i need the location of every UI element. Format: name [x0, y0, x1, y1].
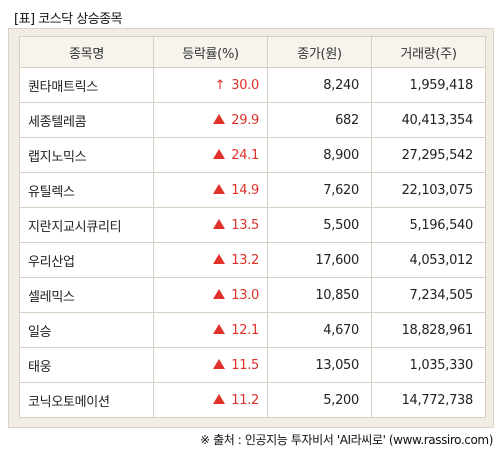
change-rate-cell: 13.2: [153, 242, 268, 278]
up-triangle-icon: [213, 113, 226, 124]
change-rate-cell: 14.9: [153, 172, 268, 208]
up-triangle-icon: [213, 358, 226, 369]
change-rate-value: 11.5: [231, 357, 259, 373]
change-rate-cell: ↑ 30.0: [153, 67, 268, 103]
stock-name: 세종텔레콤: [19, 102, 154, 138]
trading-volume: 27,295,542: [371, 137, 486, 173]
table-row: 유틸렉스 14.9 7,620 22,103,075: [19, 172, 486, 208]
table-header-row: 종목명 등락률(%) 종가(원) 거래량(주): [19, 36, 486, 68]
table-row: 코닉오토메이션 11.2 5,200 14,772,738: [19, 382, 486, 418]
table-row: 일승 12.1 4,670 18,828,961: [19, 312, 486, 348]
table-row: 셀레믹스 13.0 10,850 7,234,505: [19, 277, 486, 313]
closing-price: 13,050: [267, 347, 372, 383]
closing-price: 8,240: [267, 67, 372, 103]
table-row: 퀀타매트릭스 ↑ 30.0 8,240 1,959,418: [19, 67, 486, 103]
change-rate-value: 24.1: [231, 147, 259, 163]
closing-price: 10,850: [267, 277, 372, 313]
table-row: 랩지노믹스 24.1 8,900 27,295,542: [19, 137, 486, 173]
table-row: 세종텔레콤 29.9 682 40,413,354: [19, 102, 486, 138]
closing-price: 682: [267, 102, 372, 138]
stock-name: 지란지교시큐리티: [19, 207, 154, 243]
up-arrow-icon: ↑: [214, 77, 226, 93]
table-row: 지란지교시큐리티 13.5 5,500 5,196,540: [19, 207, 486, 243]
change-rate-cell: 12.1: [153, 312, 268, 348]
change-rate-cell: 13.5: [153, 207, 268, 243]
change-rate-cell: 13.0: [153, 277, 268, 313]
change-rate-value: 12.1: [231, 322, 259, 338]
change-rate-value: 13.0: [231, 287, 259, 303]
change-rate-value: 30.0: [231, 77, 259, 93]
table-row: 우리산업 13.2 17,600 4,053,012: [19, 242, 486, 278]
change-rate-cell: 11.5: [153, 347, 268, 383]
trading-volume: 40,413,354: [371, 102, 486, 138]
table-row: 태웅 11.5 13,050 1,035,330: [19, 347, 486, 383]
stock-name: 유틸렉스: [19, 172, 154, 208]
closing-price: 8,900: [267, 137, 372, 173]
up-triangle-icon: [213, 253, 226, 264]
change-rate-value: 14.9: [231, 182, 259, 198]
stock-name: 일승: [19, 312, 154, 348]
trading-volume: 4,053,012: [371, 242, 486, 278]
up-triangle-icon: [213, 218, 226, 229]
column-header-volume: 거래량(주): [371, 36, 486, 68]
column-header-rate: 등락률(%): [153, 36, 268, 68]
up-triangle-icon: [213, 183, 226, 194]
closing-price: 17,600: [267, 242, 372, 278]
closing-price: 5,500: [267, 207, 372, 243]
change-rate-value: 11.2: [231, 392, 259, 408]
trading-volume: 22,103,075: [371, 172, 486, 208]
stock-name: 우리산업: [19, 242, 154, 278]
trading-volume: 18,828,961: [371, 312, 486, 348]
trading-volume: 7,234,505: [371, 277, 486, 313]
up-triangle-icon: [213, 288, 226, 299]
change-rate-value: 13.2: [231, 252, 259, 268]
up-triangle-icon: [213, 148, 226, 159]
change-rate-cell: 24.1: [153, 137, 268, 173]
stock-table: 종목명 등락률(%) 종가(원) 거래량(주) 퀀타매트릭스 ↑ 30.0 8,240…: [19, 36, 486, 418]
change-rate-cell: 11.2: [153, 382, 268, 418]
stock-name: 코닉오토메이션: [19, 382, 154, 418]
trading-volume: 1,035,330: [371, 347, 486, 383]
page-title: [표] 코스닥 상승종목: [14, 12, 123, 27]
closing-price: 4,670: [267, 312, 372, 348]
stock-name: 셀레믹스: [19, 277, 154, 313]
closing-price: 7,620: [267, 172, 372, 208]
stock-name: 퀀타매트릭스: [19, 67, 154, 103]
up-triangle-icon: [213, 393, 226, 404]
source-note: ※ 출처 : 인공지능 투자비서 'AI라씨로' (www.rassiro.co…: [200, 433, 493, 447]
trading-volume: 5,196,540: [371, 207, 486, 243]
up-triangle-icon: [213, 323, 226, 334]
trading-volume: 14,772,738: [371, 382, 486, 418]
change-rate-value: 13.5: [231, 217, 259, 233]
change-rate-value: 29.9: [231, 112, 259, 128]
change-rate-cell: 29.9: [153, 102, 268, 138]
stock-name: 랩지노믹스: [19, 137, 154, 173]
column-header-name: 종목명: [19, 36, 154, 68]
column-header-price: 종가(원): [267, 36, 372, 68]
closing-price: 5,200: [267, 382, 372, 418]
trading-volume: 1,959,418: [371, 67, 486, 103]
stock-name: 태웅: [19, 347, 154, 383]
